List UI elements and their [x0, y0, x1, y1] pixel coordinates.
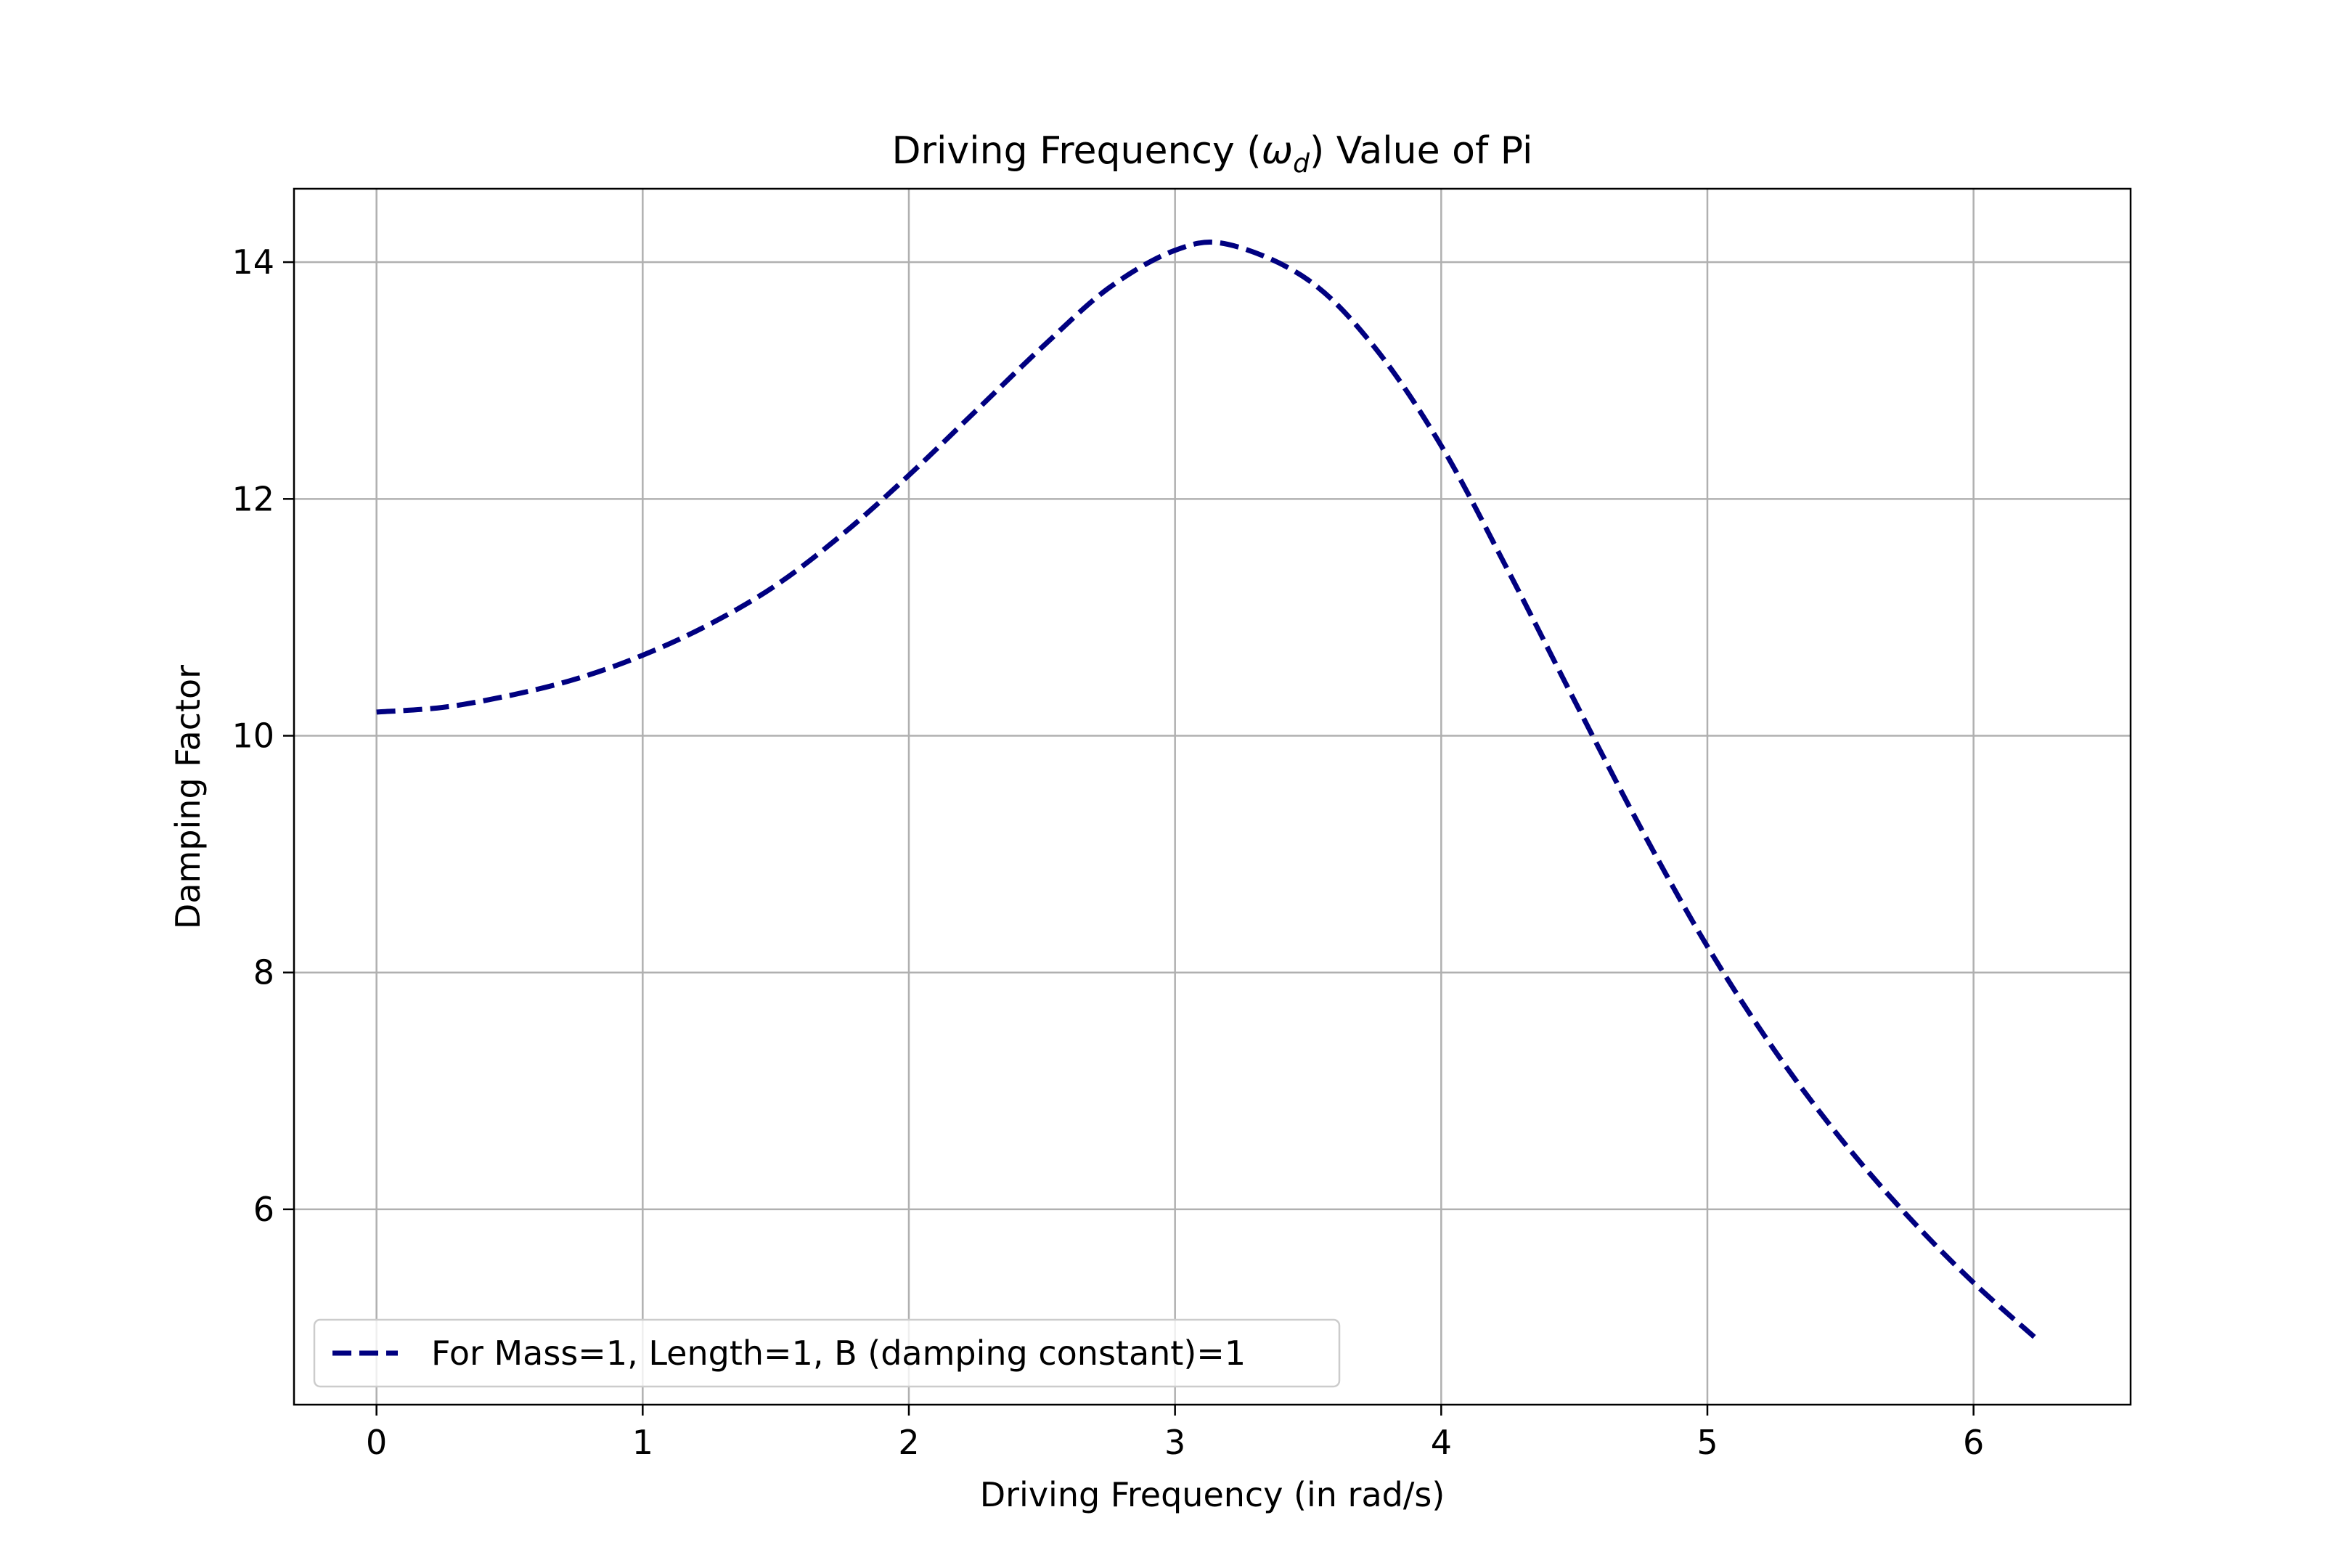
x-tick-label: 0	[366, 1423, 387, 1462]
chart-title: Driving Frequency (ωd) Value of Pi	[892, 129, 1533, 179]
legend-label: For Mass=1, Length=1, B (damping constan…	[431, 1334, 1246, 1373]
x-tick-label: 4	[1431, 1423, 1452, 1462]
x-tick-label: 1	[632, 1423, 653, 1462]
y-tick-label: 14	[232, 242, 274, 282]
y-axis-ticks: 6 8 10 12 14	[232, 242, 294, 1229]
x-axis-label: Driving Frequency (in rad/s)	[980, 1475, 1445, 1514]
legend-box	[313, 1318, 1341, 1388]
x-tick-label: 3	[1164, 1423, 1185, 1462]
y-tick-label: 8	[253, 953, 274, 992]
plot-frame	[293, 187, 2132, 1406]
y-tick-label: 6	[253, 1190, 274, 1229]
grid	[294, 189, 2131, 1405]
x-axis-ticks: 0 1 2 3 4 5 6	[366, 1405, 1984, 1462]
x-tick-label: 6	[1963, 1423, 1984, 1462]
series-line-0	[376, 240, 2042, 1344]
x-tick-label: 5	[1696, 1423, 1718, 1462]
y-tick-label: 12	[232, 479, 274, 518]
series-layer	[376, 240, 2042, 1344]
x-tick-label: 2	[898, 1423, 919, 1462]
y-tick-label: 10	[232, 716, 274, 756]
y-axis-label: Damping Factor	[168, 665, 208, 929]
legend: For Mass=1, Length=1, B (damping constan…	[313, 1318, 1341, 1388]
